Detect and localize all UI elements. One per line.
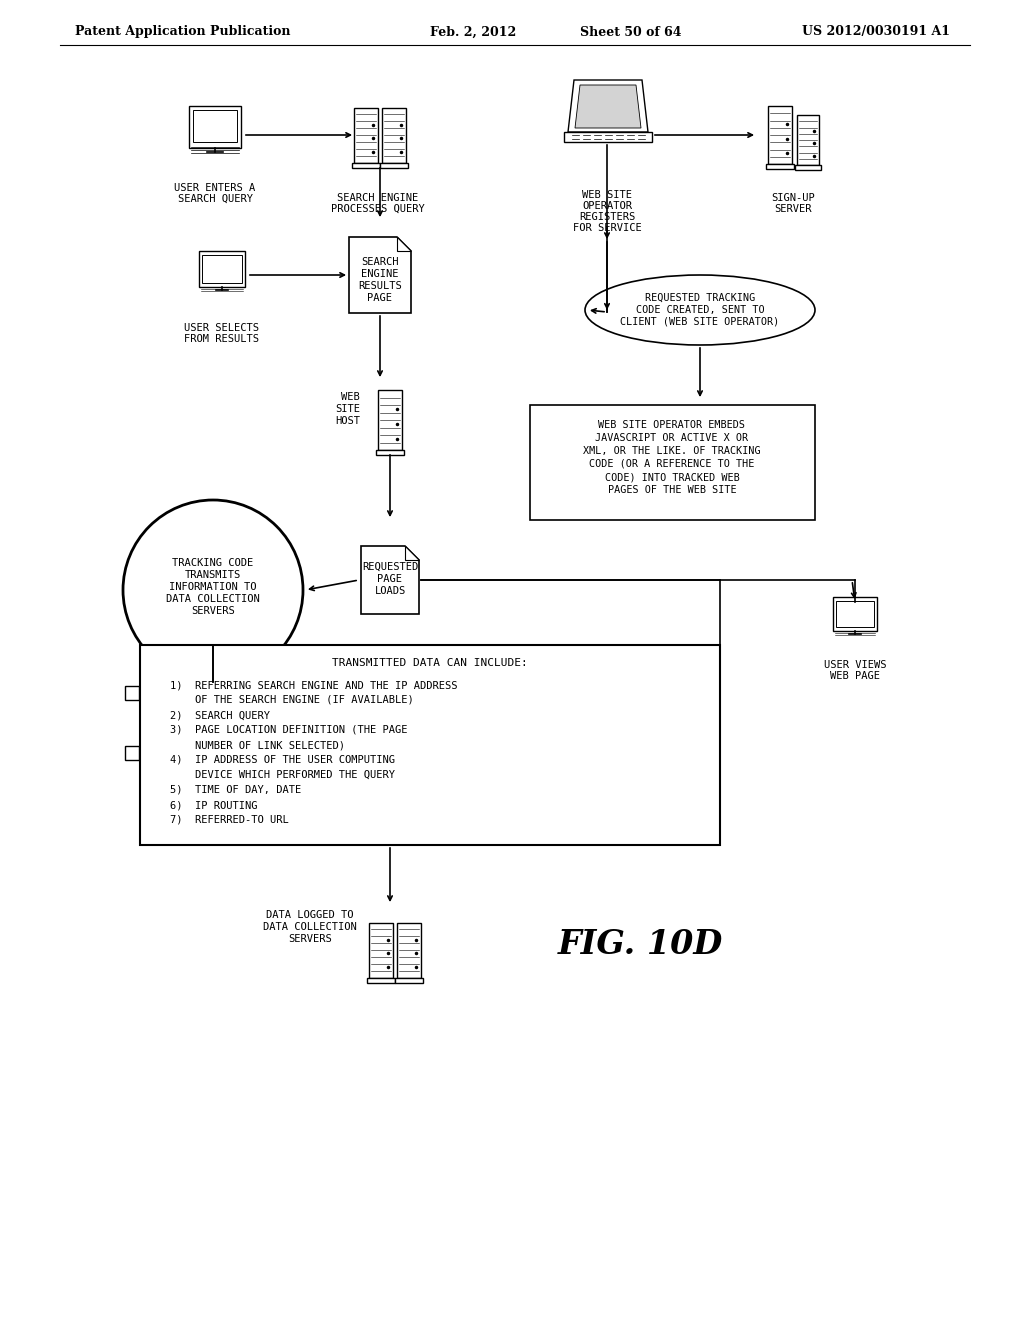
- Text: 6)  IP ROUTING: 6) IP ROUTING: [170, 800, 257, 810]
- Text: TRANSMITS: TRANSMITS: [185, 570, 241, 579]
- Text: SERVER: SERVER: [774, 205, 812, 214]
- Text: DATA COLLECTION: DATA COLLECTION: [166, 594, 260, 605]
- Text: SEARCH QUERY: SEARCH QUERY: [177, 194, 253, 205]
- Bar: [354, 107, 378, 162]
- Text: Sheet 50 of 64: Sheet 50 of 64: [580, 25, 682, 38]
- Text: USER SELECTS: USER SELECTS: [184, 323, 259, 333]
- Bar: [189, 106, 241, 148]
- Text: SIGN-UP: SIGN-UP: [771, 193, 815, 203]
- Polygon shape: [397, 238, 411, 251]
- Text: OF THE SEARCH ENGINE (IF AVAILABLE): OF THE SEARCH ENGINE (IF AVAILABLE): [170, 696, 414, 705]
- Bar: [378, 389, 402, 450]
- Bar: [795, 165, 821, 170]
- Bar: [766, 164, 794, 169]
- Text: CODE CREATED, SENT TO: CODE CREATED, SENT TO: [636, 305, 764, 315]
- Text: CODE) INTO TRACKED WEB: CODE) INTO TRACKED WEB: [604, 473, 739, 482]
- Bar: [768, 106, 792, 164]
- Polygon shape: [361, 546, 419, 614]
- Polygon shape: [349, 238, 411, 313]
- Bar: [352, 162, 380, 168]
- Text: CODE (OR A REFERENCE TO THE: CODE (OR A REFERENCE TO THE: [590, 459, 755, 469]
- Bar: [125, 686, 139, 700]
- Text: Feb. 2, 2012: Feb. 2, 2012: [430, 25, 516, 38]
- Text: 2)  SEARCH QUERY: 2) SEARCH QUERY: [170, 710, 270, 719]
- Text: JAVASCRIPT OR ACTIVE X OR: JAVASCRIPT OR ACTIVE X OR: [595, 433, 749, 444]
- Polygon shape: [568, 81, 648, 132]
- Text: PAGE: PAGE: [378, 574, 402, 583]
- Polygon shape: [406, 546, 419, 560]
- Text: USER VIEWS: USER VIEWS: [823, 660, 886, 671]
- Text: 7)  REFERRED-TO URL: 7) REFERRED-TO URL: [170, 814, 289, 825]
- Text: SEARCH ENGINE: SEARCH ENGINE: [337, 193, 419, 203]
- Bar: [193, 110, 237, 143]
- Bar: [376, 450, 404, 455]
- Text: REQUESTED TRACKING: REQUESTED TRACKING: [645, 293, 755, 304]
- Text: PROCESSES QUERY: PROCESSES QUERY: [331, 205, 425, 214]
- Bar: [395, 978, 423, 982]
- Text: WEB SITE OPERATOR EMBEDS: WEB SITE OPERATOR EMBEDS: [598, 420, 745, 430]
- Text: LOADS: LOADS: [375, 586, 406, 597]
- Text: DATA LOGGED TO: DATA LOGGED TO: [266, 909, 353, 920]
- Text: RESULTS: RESULTS: [358, 281, 401, 290]
- Text: NUMBER OF LINK SELECTED): NUMBER OF LINK SELECTED): [170, 741, 345, 750]
- Text: TRANSMITTED DATA CAN INCLUDE:: TRANSMITTED DATA CAN INCLUDE:: [332, 657, 528, 668]
- Bar: [530, 405, 815, 520]
- Bar: [202, 255, 242, 282]
- Text: CLIENT (WEB SITE OPERATOR): CLIENT (WEB SITE OPERATOR): [621, 317, 779, 327]
- Bar: [836, 601, 874, 627]
- Text: PAGES OF THE WEB SITE: PAGES OF THE WEB SITE: [607, 484, 736, 495]
- Bar: [369, 923, 393, 978]
- Text: 1)  REFERRING SEARCH ENGINE AND THE IP ADDRESS: 1) REFERRING SEARCH ENGINE AND THE IP AD…: [170, 680, 458, 690]
- Text: SITE: SITE: [335, 404, 360, 414]
- Text: SEARCH: SEARCH: [361, 257, 398, 267]
- Text: US 2012/0030191 A1: US 2012/0030191 A1: [802, 25, 950, 38]
- Bar: [367, 978, 395, 982]
- Polygon shape: [575, 84, 641, 128]
- Text: TRACKING CODE: TRACKING CODE: [172, 558, 254, 568]
- Text: REQUESTED: REQUESTED: [361, 562, 418, 572]
- Text: OPERATOR: OPERATOR: [582, 201, 632, 211]
- Text: ENGINE: ENGINE: [361, 269, 398, 279]
- Text: WEB SITE: WEB SITE: [582, 190, 632, 201]
- Text: DEVICE WHICH PERFORMED THE QUERY: DEVICE WHICH PERFORMED THE QUERY: [170, 770, 395, 780]
- Text: FIG. 10D: FIG. 10D: [557, 928, 723, 961]
- Text: FROM RESULTS: FROM RESULTS: [184, 334, 259, 345]
- Bar: [140, 645, 720, 845]
- Text: 4)  IP ADDRESS OF THE USER COMPUTING: 4) IP ADDRESS OF THE USER COMPUTING: [170, 755, 395, 766]
- Text: Patent Application Publication: Patent Application Publication: [75, 25, 291, 38]
- Bar: [199, 251, 245, 286]
- Ellipse shape: [585, 275, 815, 345]
- Text: FOR SERVICE: FOR SERVICE: [572, 223, 641, 234]
- Text: 3)  PAGE LOCATION DEFINITION (THE PAGE: 3) PAGE LOCATION DEFINITION (THE PAGE: [170, 725, 408, 735]
- Bar: [125, 746, 139, 760]
- Ellipse shape: [123, 500, 303, 680]
- Bar: [380, 162, 408, 168]
- Text: WEB PAGE: WEB PAGE: [830, 671, 880, 681]
- Text: REGISTERS: REGISTERS: [579, 213, 635, 222]
- Bar: [797, 115, 819, 165]
- Text: WEB: WEB: [341, 392, 360, 403]
- Text: HOST: HOST: [335, 416, 360, 426]
- Bar: [382, 107, 406, 162]
- Text: 5)  TIME OF DAY, DATE: 5) TIME OF DAY, DATE: [170, 785, 301, 795]
- Text: USER ENTERS A: USER ENTERS A: [174, 183, 256, 193]
- Text: SERVERS: SERVERS: [191, 606, 234, 616]
- Text: DATA COLLECTION: DATA COLLECTION: [263, 921, 357, 932]
- Text: PAGE: PAGE: [368, 293, 392, 304]
- Text: INFORMATION TO: INFORMATION TO: [169, 582, 257, 591]
- Text: XML, OR THE LIKE. OF TRACKING: XML, OR THE LIKE. OF TRACKING: [584, 446, 761, 455]
- Bar: [564, 132, 652, 143]
- Text: SERVERS: SERVERS: [288, 935, 332, 944]
- Bar: [833, 597, 877, 631]
- Bar: [397, 923, 421, 978]
